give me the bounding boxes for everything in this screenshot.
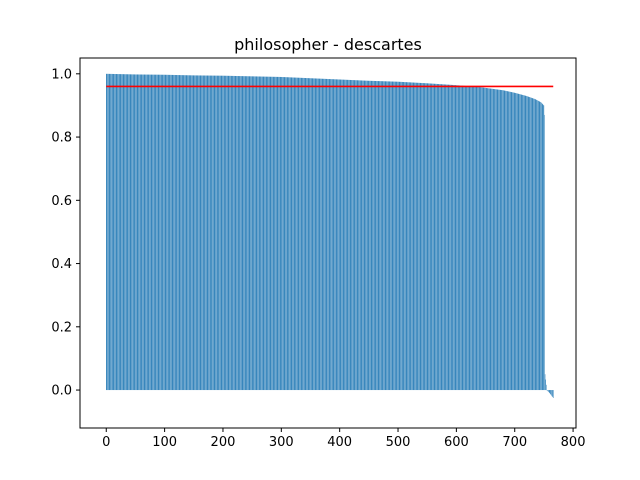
y-tick-label: 0.0 bbox=[51, 384, 72, 399]
x-axis: 0 100 200 300 400 500 600 700 800 bbox=[102, 428, 585, 450]
bar-series bbox=[106, 73, 554, 398]
x-tick-label: 300 bbox=[269, 435, 294, 450]
chart-title: philosopher - descartes bbox=[234, 35, 422, 54]
x-tick-label: 200 bbox=[211, 435, 236, 450]
y-tick-label: 0.8 bbox=[51, 131, 72, 146]
plot-frame bbox=[79, 57, 577, 429]
y-tick-label: 0.6 bbox=[51, 194, 72, 209]
x-tick-label: 500 bbox=[386, 435, 411, 450]
x-tick-label: 700 bbox=[502, 435, 527, 450]
y-tick-label: 1.0 bbox=[51, 67, 72, 82]
x-tick-label: 800 bbox=[561, 435, 586, 450]
x-tick-label: 400 bbox=[327, 435, 352, 450]
x-tick-label: 600 bbox=[444, 435, 469, 450]
x-tick-label: 0 bbox=[102, 435, 110, 450]
y-tick-label: 0.4 bbox=[51, 257, 72, 272]
x-tick-label: 100 bbox=[152, 435, 177, 450]
y-axis: 0.0 0.2 0.4 0.6 0.8 1.0 bbox=[51, 67, 80, 399]
y-tick-label: 0.2 bbox=[51, 320, 72, 335]
